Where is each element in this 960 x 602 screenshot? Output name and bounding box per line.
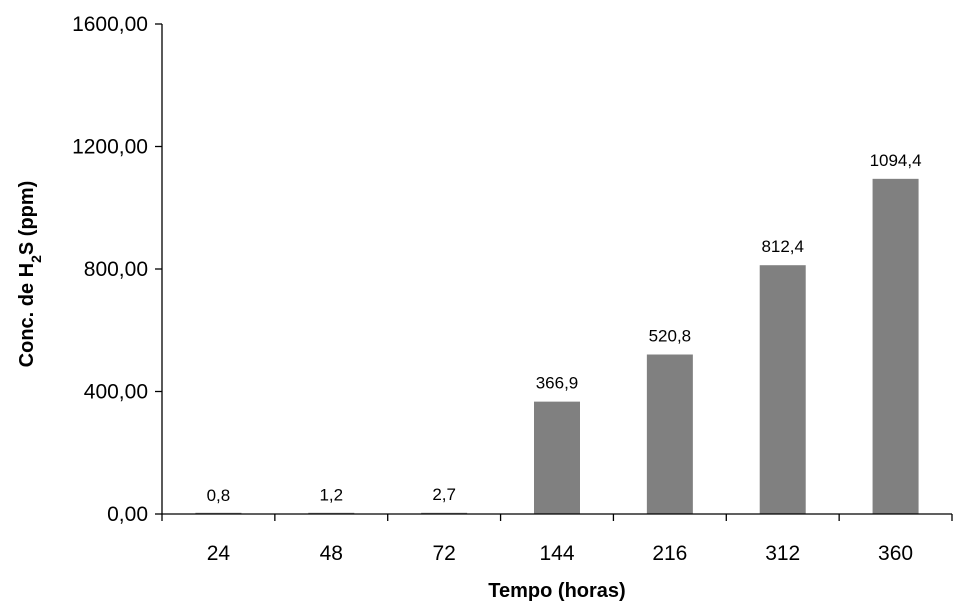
x-tick-label: 216 (652, 542, 687, 565)
y-tick-label: 1600,00 (72, 13, 148, 36)
x-tick-label: 144 (539, 542, 574, 565)
data-label: 1,2 (319, 486, 343, 505)
data-label: 1094,4 (870, 151, 922, 170)
y-axis-title-post: S (ppm) (16, 181, 38, 255)
bar (759, 265, 806, 514)
data-label: 366,9 (536, 374, 579, 393)
data-label: 0,8 (207, 486, 231, 505)
y-tick-label: 0,00 (107, 503, 148, 526)
x-ticks-group: 24 48 72 144 216 312 360 (161, 514, 953, 565)
bars-group (195, 178, 919, 514)
x-tick-label: 312 (765, 542, 800, 565)
y-axis-title: Conc. de H2S (ppm) (16, 181, 44, 368)
data-label: 812,4 (761, 237, 804, 256)
x-tick-label: 48 (320, 542, 343, 565)
bar (646, 354, 693, 514)
data-label: 520,8 (649, 327, 692, 346)
y-axis-title-subscript: 2 (28, 255, 44, 263)
x-tick-label: 72 (432, 542, 455, 565)
y-tick-label: 1200,00 (72, 136, 148, 159)
x-axis-title: Tempo (horas) (488, 580, 625, 602)
bar (534, 401, 580, 514)
x-tick-label: 24 (207, 542, 231, 565)
y-tick-label: 800,00 (84, 258, 148, 281)
y-tick-label: 400,00 (84, 381, 148, 404)
y-axis-title-pre: Conc. de H (16, 263, 38, 367)
x-tick-label: 360 (878, 542, 913, 565)
data-label: 2,7 (432, 485, 456, 504)
y-ticks-group: 0,00 400,00 800,00 1200,00 1600,00 (72, 13, 162, 526)
data-labels-group: 0,8 1,2 2,7 366,9 520,8 812,4 1094,4 (207, 151, 922, 505)
bar (872, 178, 919, 514)
